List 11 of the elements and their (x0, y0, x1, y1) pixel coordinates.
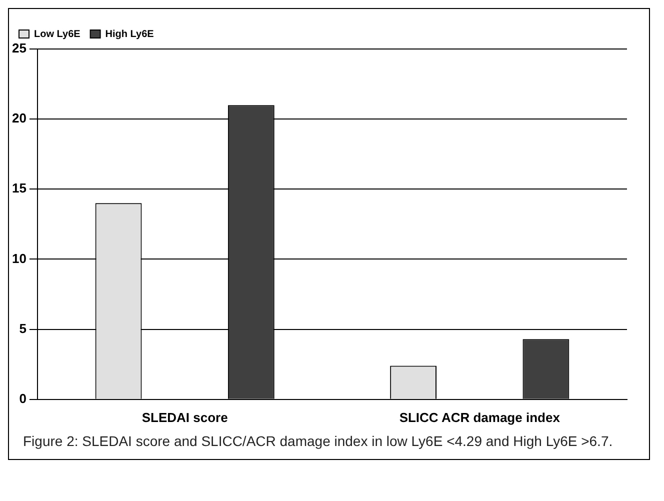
y-tick-label: 20 (12, 110, 26, 126)
caption: Figure 2: SLEDAI score and SLICC/ACR damage index in low Ly6E <4.29 and High Ly6E >6.7. (23, 433, 614, 449)
x-tick-label: SLEDAI score (142, 410, 228, 425)
x-tick-label: SLICC ACR damage index (399, 410, 561, 425)
y-tick-label: 15 (12, 180, 26, 196)
y-tick-label: 25 (12, 40, 26, 56)
y-tick-label: 10 (12, 250, 26, 266)
legend-label: Low Ly6E (34, 28, 81, 40)
y-tick-label: 5 (19, 320, 26, 336)
y-tick-label: 0 (19, 390, 26, 406)
legend-label: High Ly6E (105, 28, 154, 40)
